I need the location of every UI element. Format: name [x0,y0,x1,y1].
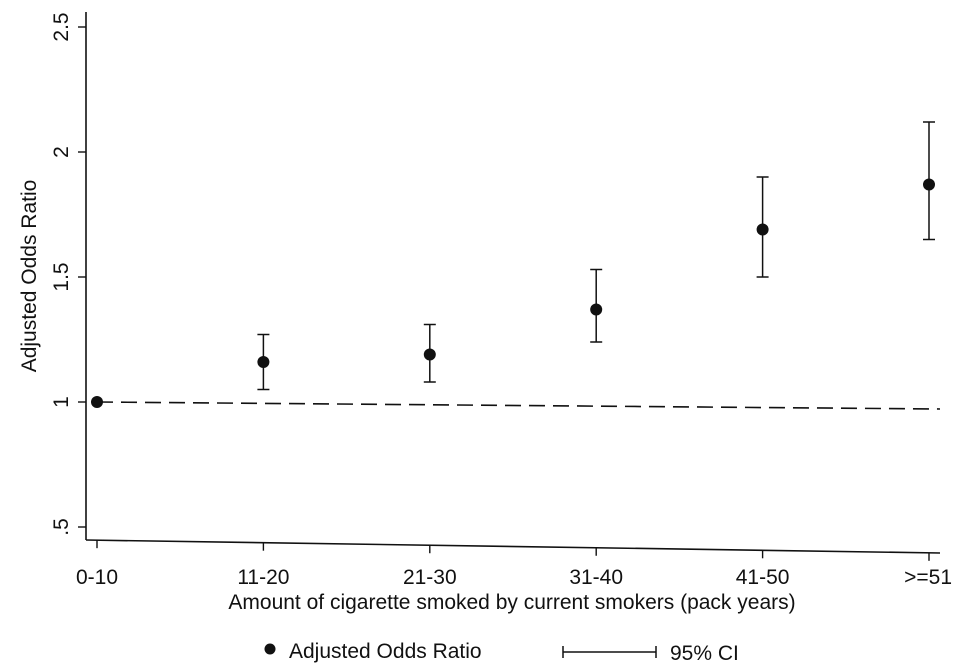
x-axis-label: Amount of cigarette smoked by current sm… [228,591,795,614]
legend: Adjusted Odds Ratio 95% CI [264,640,739,663]
reference-line [96,401,941,410]
odds-ratio-point [923,178,935,191]
y-tick-label: .5 [50,518,73,536]
axes [85,12,941,554]
x-tick-label: 21-30 [403,566,457,589]
x-axis-line [85,539,941,554]
x-tick-label: 41-50 [736,566,790,589]
odds-ratio-point [756,223,769,236]
x-tick-label: 31-40 [569,566,623,589]
y-tick-label: 1.5 [50,262,73,291]
x-tick-label: >=51 [904,566,952,589]
odds-ratio-point [590,303,603,316]
error-bars [257,121,935,391]
y-tick-label: 2.5 [50,12,73,41]
y-axis-label: Adjusted Odds Ratio [18,180,41,373]
x-tick-label: 0-10 [76,566,118,589]
odds-ratio-point [423,348,436,361]
legend-marker-point [264,643,276,655]
x-ticks: 0-10 11-20 21-30 31-40 41-50 >=51 [76,540,952,589]
y-tick-label: 2 [50,146,73,158]
data-points [91,178,935,408]
y-tick-label: 1 [50,396,73,408]
y-ticks: .5 1 1.5 2 2.5 [50,12,86,536]
odds-ratio-point [91,396,103,408]
odds-ratio-point [257,356,270,368]
legend-label-ci: 95% CI [670,642,739,663]
x-tick-label: 11-20 [237,566,289,589]
legend-label-odds-ratio: Adjusted Odds Ratio [289,640,482,663]
